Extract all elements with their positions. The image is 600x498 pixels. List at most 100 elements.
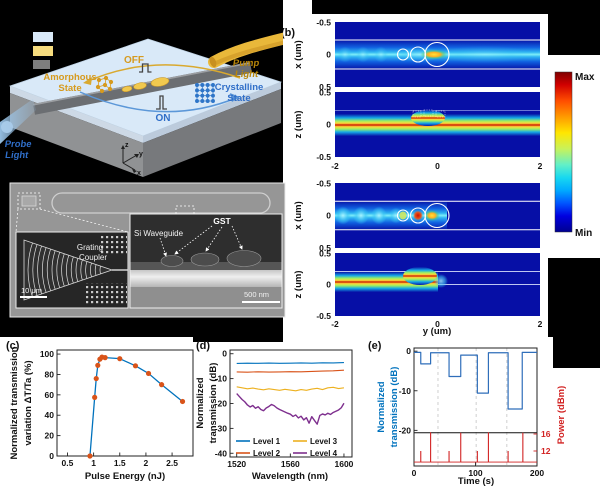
level-2-line [236,369,344,373]
heatmap-zview-state2 [335,253,540,316]
chart-e-xlabel: Time (s) [458,476,494,487]
amorphous-state-icon [95,75,114,94]
grating-label-2: Coupler [79,253,107,262]
on-pulse-icon [156,95,167,110]
probe-light-label-1: Probe [4,139,32,150]
panel-d-label: (d) [196,340,210,352]
panel-b-heatmaps: Max Min (b) x (um) z (um) x (um) z (um) … [283,0,600,338]
tick-label: 0.5 [319,88,331,98]
tick-label: 0.5 [319,243,331,253]
data-point [159,382,165,388]
level-3-line [236,386,345,392]
chart-d-legend: Level 1 Level 2 Level 3 Level 4 [236,437,338,458]
tick-label: 100 [40,349,54,359]
legend-level-3: Level 3 [310,437,338,446]
data-point [102,355,108,361]
tick-label: -2 [331,161,339,171]
chart-c-xlabel: Pulse Energy (nJ) [85,471,165,482]
amorphization-arc [83,64,241,85]
tick-label: 0.5 [62,458,74,468]
chart-d-canvas: 1520 1560 1600 0 -10 -20 -30 -40 [215,349,354,469]
tick-label: 0 [435,319,440,329]
chart-e-y2label: Power (dBm) [556,386,567,445]
tick-label: -0.5 [316,152,331,162]
si-waveguide-label: Si Waveguide [134,229,184,238]
tick-label: 0 [326,280,331,290]
amorphous-label-1: Amorphous [43,72,96,83]
chart-e-ylabel-1: Normalized [376,381,387,432]
chart-c-ylabel-1: Normalized transmission [9,346,20,459]
chart-c-canvas: 0.5 1 1.5 2 2.5 0 20 40 60 80 100 [40,349,194,468]
data-point [93,375,99,382]
axes-box [56,349,194,457]
legend-level-4: Level 4 [310,449,338,458]
pump-fiber [208,32,283,68]
tick-label: 2.5 [166,458,178,468]
tick-label: 2 [538,161,543,171]
tick-label: 0 [326,50,331,60]
crystalline-label-2: State [227,93,250,104]
chart-e-y2tick-12: 12 [541,446,551,456]
tick-label: 1520 [227,459,246,469]
yaxis-z-label-1: z (um) [293,111,304,139]
legend-swatch-mid [33,46,53,56]
tick-label: 0 [412,468,417,478]
panel-b-tick-labels: -0.500.50.50-0.5-0.500.50.50-0.5-2 0 2-2 0 2 [316,18,542,330]
grating-label-1: Grating [77,243,103,252]
data-point [87,453,93,459]
tick-label: 0 [406,346,411,356]
tick-label: 0.5 [319,249,331,259]
tick-label: 1600 [334,459,353,469]
tick-label: -0.5 [316,179,331,189]
yaxis-x-label-1: x (um) [293,40,304,69]
axis-z-label: z [125,142,129,149]
pump-light-label-2: Light [234,69,260,80]
tick-label: 100 [468,468,482,478]
heatmap-xview-state1 [335,22,540,87]
level-1-line [236,362,344,364]
panel-e-label: (e) [368,340,382,352]
chart-d-xlabel: Wavelength (nm) [252,471,328,482]
panel-sem: Grating Coupler 10 μm GST Si Waveguide 5… [9,182,286,318]
tick-label: 0 [435,161,440,171]
axis-x-label: x [137,170,141,177]
yaxis-z-label-2: z (um) [293,271,304,299]
pump-light-label-1: Pump [232,58,260,69]
data-point [179,398,186,405]
tick-label: 60 [45,390,55,400]
axis-triad [121,145,139,173]
amorphous-label-2: State [58,83,81,94]
tick-label: 200 [530,468,544,478]
tick-label: -20 [399,425,412,435]
tick-label: -0.5 [316,311,331,321]
tick-label: -2 [331,319,339,329]
tick-label: 0 [326,211,331,221]
panel-a-schematic: OFF ON Amorphous State Crystalline State… [0,32,283,177]
legend-level-1: Level 1 [253,437,281,446]
chart-e-ylabel-2: transmission (dB) [389,367,400,448]
data-point [92,394,98,400]
legend-level-2: Level 2 [253,449,281,458]
gst-cells [121,77,170,93]
chart-d-ylabel-2: transmission (dB) [208,363,219,444]
tick-label: 1 [91,458,96,468]
panel-c-label: (c) [6,340,20,352]
sem-cross-section-inset: GST Si Waveguide 500 nm [129,213,283,309]
panel-b-label: (b) [283,27,295,39]
bottom-charts: (c) (d) (e) 0.5 1 1.5 2 2.5 0 20 40 60 80 100 Norm… [0,337,600,498]
tick-label: 2 [144,458,149,468]
colorbar-min-label: Min [575,228,592,239]
chart-d-ylabel-1: Normalized [195,377,206,428]
chart-e-canvas: 0 100 200 0 -10 -20 [399,346,545,478]
crystalline-state-icon [195,83,215,103]
data-point [145,370,152,377]
axis-y-label: y [139,151,143,158]
data-point [132,363,139,369]
off-pulse-icon [139,63,152,73]
xaxis-y-label: y (um) [423,326,452,337]
tick-label: 0.5 [319,82,331,92]
yaxis-x-label-2: x (um) [293,201,304,230]
tick-label: -10 [215,374,228,384]
legend-swatch-top [33,32,53,42]
